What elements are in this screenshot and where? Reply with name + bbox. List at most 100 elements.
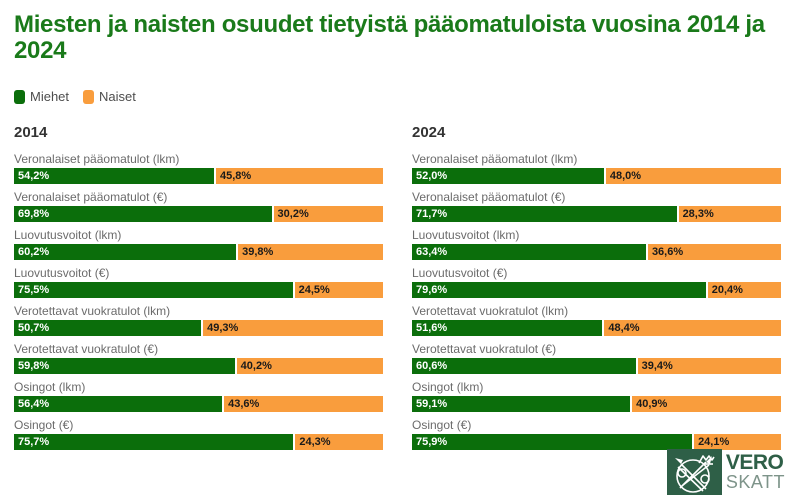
bar-women-segment: 40,2% [236,358,383,374]
bar-row: Veronalaiset pääomatulot (lkm) 54,2% 45,… [14,152,383,184]
men-swatch-icon [14,89,25,104]
chart-panel-2014: 2014 Veronalaiset pääomatulot (lkm) 54,2… [14,124,383,456]
vero-wordmark: VERO [725,451,784,474]
bar-men-value: 79,6% [416,284,448,296]
bar-women-value: 40,9% [636,398,668,410]
legend: Miehet Naiset [14,89,781,104]
bar-women-segment: 36,6% [647,244,781,260]
bar-men-segment: 51,6% [412,320,603,336]
bar-men-segment: 52,0% [412,168,604,184]
chart-panel-2024: 2024 Veronalaiset pääomatulot (lkm) 52,0… [412,124,781,456]
category-label: Luovutusvoitot (€) [14,266,110,280]
bar-row: Verotettavat vuokratulot (lkm) 51,6% 48,… [412,304,781,336]
bar-track: 60,6% 39,4% [412,358,781,374]
bar-women-segment: 24,1% [694,434,781,450]
bar-row: Luovutusvoitot (lkm) 63,4% 36,6% [412,228,781,260]
bar-women-value: 20,4% [711,284,743,296]
bar-women-value: 40,2% [240,360,272,372]
chart-columns: 2014 Veronalaiset pääomatulot (lkm) 54,2… [14,124,781,456]
legend-item-naiset: Naiset [83,89,136,104]
bar-track: 54,2% 45,8% [14,168,383,184]
bar-row: Luovutusvoitot (€) 75,5% 24,5% [14,266,383,298]
bar-track: 79,6% 20,4% [412,282,781,298]
bar-women-value: 39,8% [242,246,274,258]
category-label: Verotettavat vuokratulot (€) [14,342,159,356]
bar-men-value: 59,8% [18,360,50,372]
panel-rows: Veronalaiset pääomatulot (lkm) 52,0% 48,… [412,152,781,450]
bar-track: 75,7% 24,3% [14,434,383,450]
bar-men-value: 59,1% [416,398,448,410]
legend-item-miehet: Miehet [14,89,69,104]
bar-row: Verotettavat vuokratulot (lkm) 50,7% 49,… [14,304,383,336]
bar-men-value: 54,2% [18,170,50,182]
bar-men-segment: 60,2% [14,244,237,260]
bar-women-segment: 28,3% [678,206,781,222]
panel-rows: Veronalaiset pääomatulot (lkm) 54,2% 45,… [14,152,383,450]
bar-track: 59,1% 40,9% [412,396,781,412]
bar-men-value: 63,4% [416,246,448,258]
vero-emblem-icon [675,455,715,493]
legend-label-miehet: Miehet [30,89,70,104]
bar-men-segment: 79,6% [412,282,706,298]
bar-row: Osingot (€) 75,7% 24,3% [14,418,383,450]
bar-men-value: 75,9% [416,436,448,448]
bar-men-value: 71,7% [416,208,448,220]
bar-women-segment: 45,8% [215,168,383,184]
bar-men-segment: 54,2% [14,168,214,184]
bar-men-value: 50,7% [18,322,50,334]
category-label: Osingot (€) [14,418,74,432]
bar-row: Veronalaiset pääomatulot (lkm) 52,0% 48,… [412,152,781,184]
bar-men-segment: 75,7% [14,434,294,450]
bar-women-segment: 48,4% [604,320,781,336]
women-swatch-icon [83,89,95,104]
bar-women-value: 24,1% [698,436,730,448]
bar-track: 52,0% 48,0% [412,168,781,184]
bar-row: Osingot (lkm) 59,1% 40,9% [412,380,781,412]
bar-women-value: 48,0% [609,170,642,182]
bar-women-segment: 24,3% [295,434,383,450]
bar-row: Verotettavat vuokratulot (€) 59,8% 40,2% [14,342,383,374]
bar-women-segment: 49,3% [203,320,383,336]
bar-men-segment: 75,5% [14,282,293,298]
bar-women-segment: 48,0% [605,168,781,184]
bar-women-segment: 30,2% [273,206,383,222]
bar-track: 51,6% 48,4% [412,320,781,336]
category-label: Luovutusvoitot (lkm) [412,228,520,242]
bar-men-value: 60,6% [416,360,448,372]
bar-track: 50,7% 49,3% [14,320,383,336]
bar-track: 75,9% 24,1% [412,434,781,450]
category-label: Veronalaiset pääomatulot (lkm) [14,152,180,166]
vero-skatt-logo: VERO SKATT [666,449,785,495]
bar-women-value: 28,3% [682,208,714,220]
bar-row: Luovutusvoitot (lkm) 60,2% 39,8% [14,228,383,260]
bar-row: Osingot (€) 75,9% 24,1% [412,418,781,450]
bar-women-value: 39,4% [641,360,673,372]
legend-label-naiset: Naiset [99,89,136,104]
bar-men-segment: 69,8% [14,206,272,222]
bar-women-value: 49,3% [207,322,239,334]
bar-women-value: 24,3% [299,436,331,448]
bar-women-value: 36,6% [651,246,684,258]
bar-women-segment: 39,8% [238,244,383,260]
bar-row: Luovutusvoitot (€) 79,6% 20,4% [412,266,781,298]
bar-men-segment: 56,4% [14,396,223,412]
vero-logo-mark [666,449,722,495]
bar-row: Veronalaiset pääomatulot (€) 69,8% 30,2% [14,190,383,222]
category-label: Osingot (lkm) [412,380,484,394]
bar-row: Veronalaiset pääomatulot (€) 71,7% 28,3% [412,190,781,222]
bar-men-segment: 59,1% [412,396,631,412]
bar-men-value: 75,7% [18,436,50,448]
bar-men-segment: 50,7% [14,320,202,336]
chart-title: Miesten ja naisten osuudet tietyistä pää… [14,11,765,64]
category-label: Veronalaiset pääomatulot (€) [14,190,168,204]
bar-women-value: 30,2% [277,208,309,220]
bar-track: 60,2% 39,8% [14,244,383,260]
bar-women-segment: 24,5% [294,282,383,298]
bar-men-value: 75,5% [18,284,50,296]
bar-track: 59,8% 40,2% [14,358,383,374]
category-label: Verotettavat vuokratulot (lkm) [412,304,569,318]
category-label: Luovutusvoitot (€) [412,266,508,280]
bar-men-segment: 60,6% [412,358,636,374]
bar-women-segment: 39,4% [637,358,781,374]
category-label: Verotettavat vuokratulot (€) [412,342,557,356]
